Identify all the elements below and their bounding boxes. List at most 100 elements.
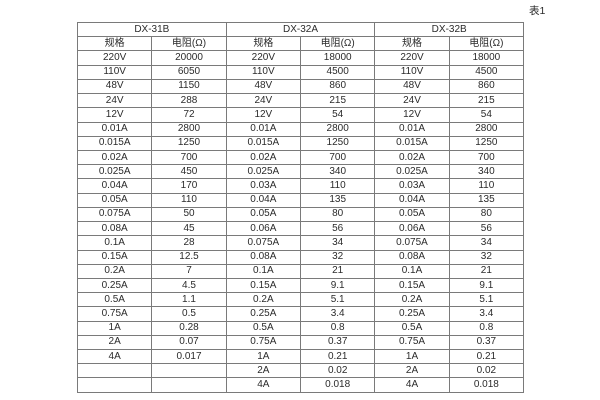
resistance-cell: 1.1 <box>151 292 227 308</box>
group-header-dx-31b: DX-31B <box>77 21 227 38</box>
spec-cell <box>76 377 153 393</box>
spec-cell: 0.5A <box>374 320 450 336</box>
spec-cell: 0.015A <box>225 135 302 151</box>
resistance-column-header: 电阻(Ω) <box>448 36 525 52</box>
table-row: 24V 288 24V 215 24V 215 <box>76 93 525 109</box>
resistance-cell: 32 <box>299 249 376 265</box>
table-row: 0.2A 7 0.1A 21 0.1A 21 <box>76 263 525 279</box>
resistance-cell: 32 <box>448 249 525 265</box>
spec-cell: 2A <box>76 334 153 351</box>
spec-cell: 0.02A <box>76 149 153 166</box>
spec-cell: 0.06A <box>225 221 302 237</box>
resistance-cell: 288 <box>151 93 227 109</box>
resistance-cell: 50 <box>151 206 227 223</box>
resistance-spec-table: DX-31B DX-32A DX-32B 规格 电阻(Ω) 规格 电阻(Ω) 规… <box>76 21 525 393</box>
table-row: 1A 0.28 0.5A 0.8 0.5A 0.8 <box>76 320 525 336</box>
table-row: 12V 72 12V 54 12V 54 <box>76 107 525 123</box>
spec-cell: 0.025A <box>374 164 450 180</box>
resistance-cell: 170 <box>151 178 227 194</box>
resistance-cell: 110 <box>299 178 376 194</box>
spec-cell: 12V <box>76 107 153 123</box>
table-row: 4A 0.017 1A 0.21 1A 0.21 <box>76 349 525 365</box>
resistance-cell: 45 <box>151 221 227 237</box>
spec-cell: 0.15A <box>374 277 450 294</box>
spec-cell: 24V <box>225 93 302 109</box>
spec-cell: 0.25A <box>374 306 450 322</box>
table-row: 0.75A 0.5 0.25A 3.4 0.25A 3.4 <box>76 306 525 322</box>
resistance-cell: 700 <box>151 149 227 166</box>
resistance-cell: 4500 <box>299 64 376 80</box>
spec-cell: 0.08A <box>225 249 302 265</box>
spec-cell: 0.15A <box>76 249 153 265</box>
table-row: 0.08A 45 0.06A 56 0.06A 56 <box>76 221 525 237</box>
resistance-cell: 4500 <box>448 64 525 80</box>
resistance-cell: 7 <box>151 263 227 279</box>
resistance-cell: 6050 <box>151 64 227 80</box>
resistance-cell <box>151 377 227 393</box>
resistance-cell: 0.02 <box>448 363 525 379</box>
resistance-cell: 0.5 <box>151 306 227 322</box>
spec-cell: 0.2A <box>374 292 450 308</box>
spec-column-header: 规格 <box>225 36 302 52</box>
resistance-cell: 34 <box>448 235 525 251</box>
table-row: 0.01A 2800 0.01A 2800 0.01A 2800 <box>76 121 525 137</box>
group-header-row: DX-31B DX-32A DX-32B <box>77 21 525 38</box>
resistance-cell: 56 <box>299 221 376 237</box>
resistance-cell: 12.5 <box>151 249 227 265</box>
resistance-cell: 1250 <box>151 135 227 151</box>
resistance-cell: 1250 <box>448 135 525 151</box>
resistance-cell: 21 <box>448 263 525 279</box>
spec-cell: 0.1A <box>374 263 450 279</box>
resistance-cell: 28 <box>151 235 227 251</box>
spec-cell: 220V <box>225 50 302 66</box>
spec-cell: 0.75A <box>76 306 153 322</box>
resistance-cell: 0.02 <box>299 363 376 379</box>
spec-cell: 0.02A <box>225 149 302 166</box>
resistance-cell: 80 <box>448 206 525 223</box>
resistance-cell: 0.21 <box>299 349 376 365</box>
resistance-cell: 215 <box>299 93 376 109</box>
spec-cell: 0.2A <box>76 263 153 279</box>
spec-cell: 0.5A <box>76 292 153 308</box>
spec-cell: 0.08A <box>374 249 450 265</box>
spec-cell: 0.15A <box>225 277 302 294</box>
spec-cell: 0.05A <box>374 206 450 223</box>
spec-cell: 0.02A <box>374 149 450 166</box>
spec-cell: 0.03A <box>374 178 450 194</box>
spec-cell: 1A <box>225 349 302 365</box>
resistance-cell: 21 <box>299 263 376 279</box>
spec-cell: 0.5A <box>225 320 302 336</box>
table-row: 0.02A 700 0.02A 700 0.02A 700 <box>76 149 525 166</box>
spec-cell: 48V <box>225 78 302 95</box>
spec-cell: 0.04A <box>374 192 450 208</box>
table-row: 0.04A 170 0.03A 110 0.03A 110 <box>76 178 525 194</box>
table-row: 220V 20000 220V 18000 220V 18000 <box>76 50 525 66</box>
table-row: 0.015A 1250 0.015A 1250 0.015A 1250 <box>76 135 525 151</box>
spec-column-header: 规格 <box>374 36 450 52</box>
resistance-cell: 340 <box>448 164 525 180</box>
spec-cell: 0.1A <box>225 263 302 279</box>
table-row: 110V 6050 110V 4500 110V 4500 <box>76 64 525 80</box>
spec-cell: 0.2A <box>225 292 302 308</box>
resistance-cell: 2800 <box>448 121 525 137</box>
spec-cell: 0.08A <box>76 221 153 237</box>
resistance-cell: 0.018 <box>448 377 525 393</box>
spec-cell: 0.075A <box>374 235 450 251</box>
resistance-cell: 215 <box>448 93 525 109</box>
spec-cell: 0.75A <box>225 334 302 351</box>
resistance-cell: 135 <box>448 192 525 208</box>
resistance-cell: 0.8 <box>299 320 376 336</box>
resistance-cell: 5.1 <box>448 292 525 308</box>
table-row: 0.075A 50 0.05A 80 0.05A 80 <box>76 206 525 223</box>
table-row: 48V 1150 48V 860 48V 860 <box>76 78 525 95</box>
resistance-cell: 0.07 <box>151 334 227 351</box>
spec-cell: 0.06A <box>374 221 450 237</box>
spec-cell: 1A <box>374 349 450 365</box>
spec-cell: 48V <box>374 78 450 95</box>
resistance-cell: 1150 <box>151 78 227 95</box>
spec-cell: 0.25A <box>76 277 153 294</box>
spec-cell: 48V <box>76 78 153 95</box>
spec-cell: 0.01A <box>225 121 302 137</box>
table-row: 0.1A 28 0.075A 34 0.075A 34 <box>76 235 525 251</box>
resistance-cell: 700 <box>448 149 525 166</box>
